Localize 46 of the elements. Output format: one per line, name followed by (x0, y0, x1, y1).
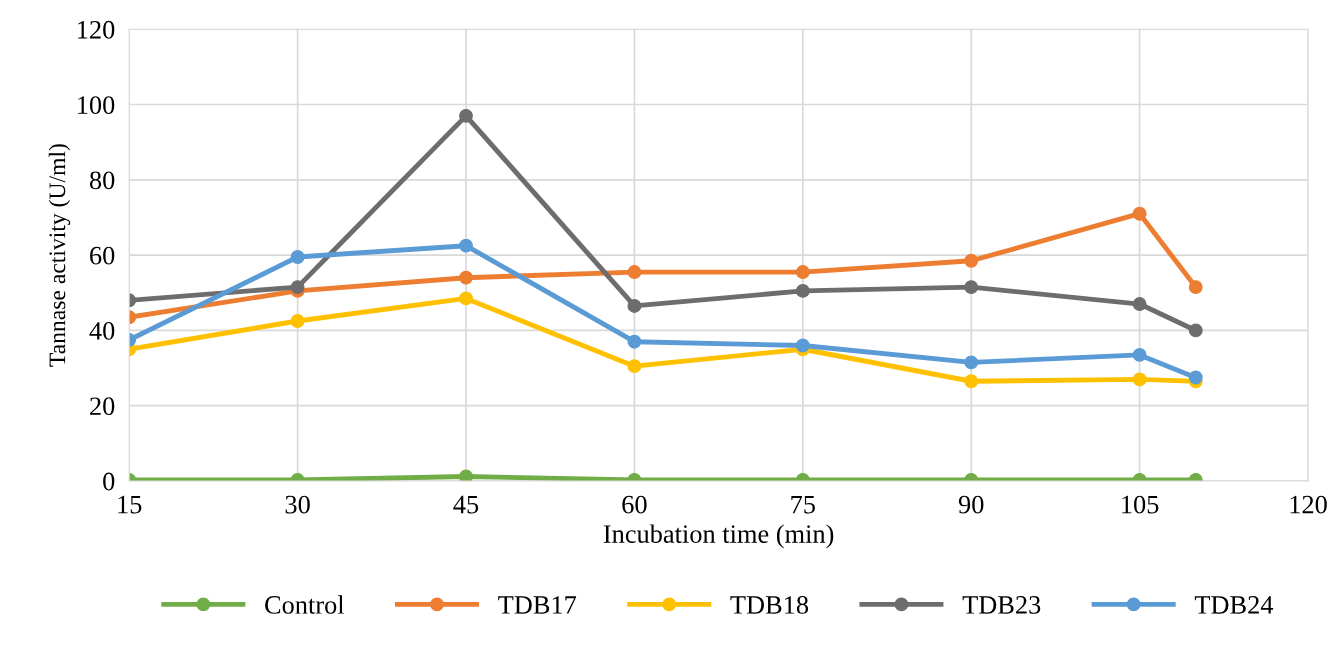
point (964, 355, 979, 370)
point (627, 359, 642, 374)
y-tick-label: 100 (78, 96, 115, 114)
point (795, 265, 810, 280)
point (1188, 370, 1203, 385)
point (627, 334, 642, 349)
point (290, 314, 305, 328)
point (1132, 297, 1147, 312)
point (1188, 280, 1203, 295)
y-tick-label: 0 (103, 472, 115, 491)
x-tick-label: 90 (958, 495, 984, 514)
legend-label: TDB17 (498, 596, 577, 614)
point (964, 374, 979, 389)
point (627, 299, 642, 313)
x-tick-label: 45 (453, 495, 479, 514)
point (1188, 323, 1203, 338)
y-tick-label: 120 (78, 20, 115, 39)
point (459, 469, 473, 481)
x-tick-label: 30 (285, 495, 310, 514)
y-tick-label: 20 (90, 397, 115, 416)
legend-label: TDB24 (1194, 596, 1274, 614)
point (795, 338, 810, 353)
point (1132, 206, 1147, 221)
point (459, 270, 473, 285)
y-tick-label: 80 (89, 171, 115, 190)
x-tick-label: 15 (118, 495, 142, 514)
point (627, 265, 642, 280)
x-tick-label: 120 (1290, 495, 1327, 514)
legend-label: Control (265, 595, 345, 614)
y-axis-title: Tannase activity (U/ml) (48, 144, 71, 367)
x-axis-title: Incubation time (min) (603, 524, 834, 549)
point (459, 291, 473, 306)
legend-label: TDB18 (730, 596, 809, 614)
point (1132, 372, 1147, 387)
point (795, 283, 810, 298)
point (964, 280, 979, 295)
x-tick-label: 105 (1122, 495, 1159, 514)
point (1132, 347, 1147, 362)
point (290, 250, 305, 264)
legend-label: TDB23 (962, 596, 1041, 614)
point (964, 253, 979, 268)
y-tick-label: 60 (90, 246, 115, 265)
x-tick-label: 60 (622, 495, 647, 514)
x-tick-label: 75 (791, 495, 815, 514)
y-tick-label: 40 (89, 322, 115, 340)
point (459, 238, 473, 253)
